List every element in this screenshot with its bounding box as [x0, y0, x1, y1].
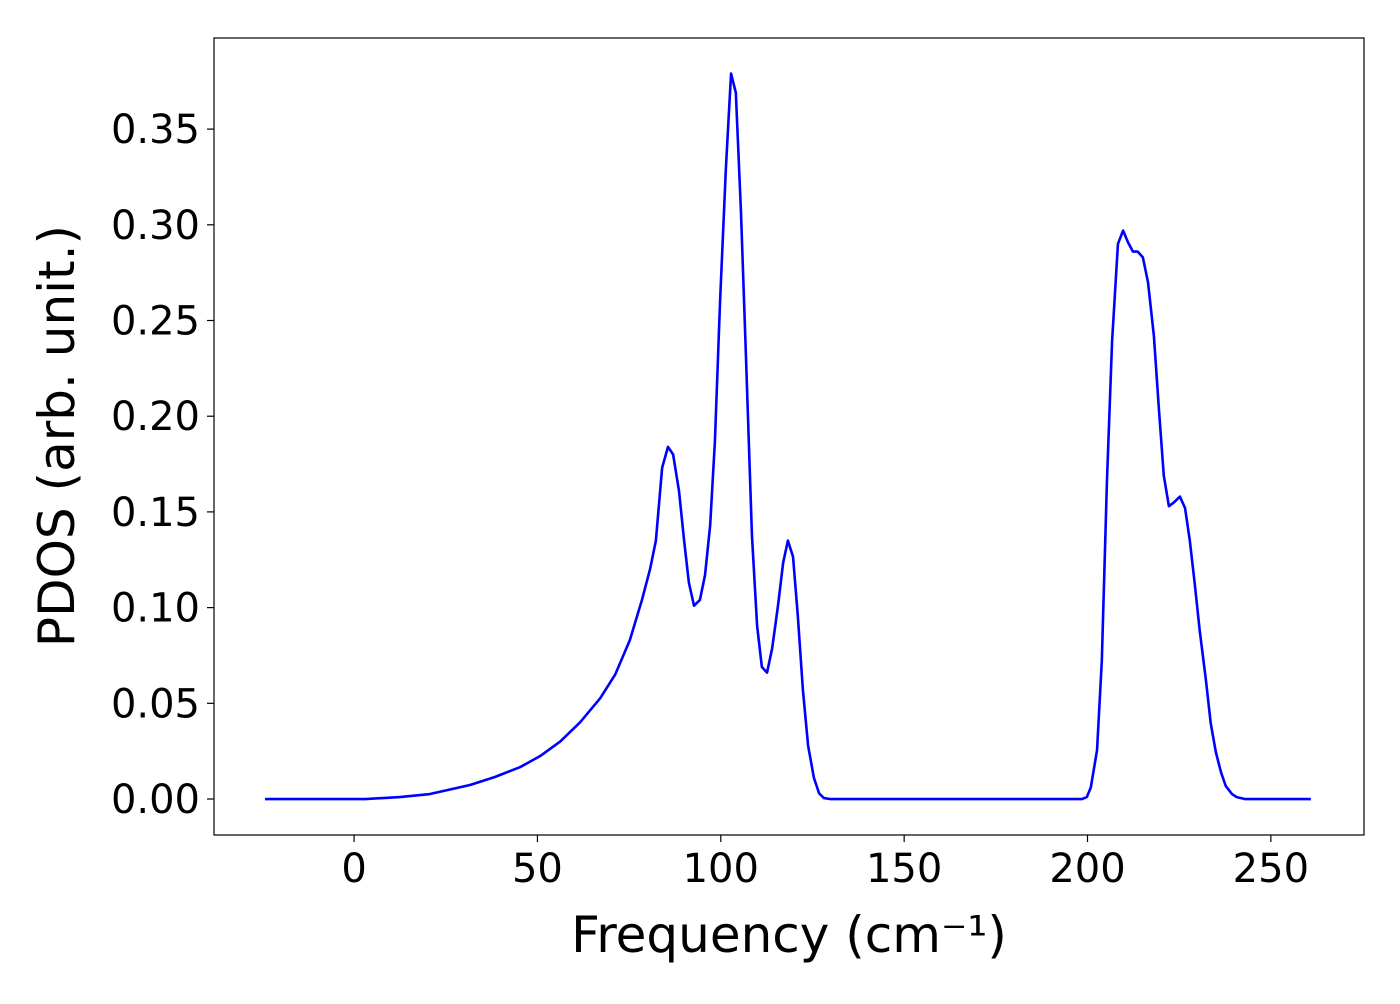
y-tick-label: 0.00 — [111, 777, 200, 823]
y-axis-label: PDOS (arb. unit.) — [28, 225, 86, 647]
x-tick-label: 200 — [1049, 846, 1125, 892]
x-tick-label: 250 — [1233, 846, 1309, 892]
y-tick-label: 0.35 — [111, 107, 200, 153]
plot-frame — [213, 37, 1365, 836]
y-tick-label: 0.10 — [111, 586, 200, 632]
y-tick-label: 0.25 — [111, 299, 200, 345]
x-tick-label: 100 — [683, 846, 759, 892]
y-tick-label: 0.20 — [111, 394, 200, 440]
x-tick-label: 150 — [866, 846, 942, 892]
data-line — [264, 72, 1311, 801]
x-tick-label: 0 — [341, 846, 366, 892]
y-tick-label: 0.05 — [111, 681, 200, 727]
x-axis-label: Frequency (cm⁻¹) — [571, 906, 1007, 964]
y-tick-label: 0.30 — [111, 203, 200, 249]
y-tick-label: 0.15 — [111, 490, 200, 536]
x-tick-label: 50 — [512, 846, 563, 892]
